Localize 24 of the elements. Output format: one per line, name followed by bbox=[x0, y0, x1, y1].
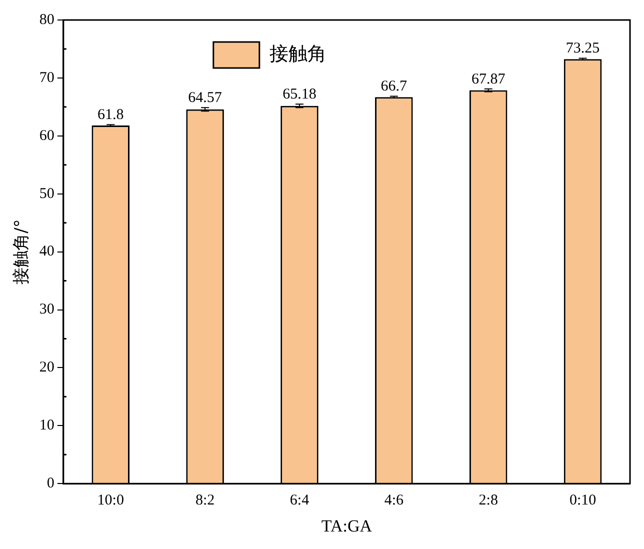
y-tick-label: 20 bbox=[39, 360, 54, 376]
x-tick-label: 4:6 bbox=[384, 492, 404, 509]
y-tick-label: 40 bbox=[39, 244, 54, 260]
y-tick-label: 10 bbox=[39, 418, 54, 434]
y-tick-label: 50 bbox=[39, 186, 54, 202]
y-tick-label: 0 bbox=[46, 476, 54, 492]
y-tick-label: 70 bbox=[39, 70, 54, 86]
x-tick-label: 10:0 bbox=[97, 492, 124, 509]
data-label: 67.87 bbox=[471, 71, 506, 88]
y-axis-title: 接触角/° bbox=[12, 219, 32, 284]
x-tick-label: 0:10 bbox=[569, 492, 596, 509]
data-label: 66.7 bbox=[380, 78, 408, 95]
x-tick-label: 6:4 bbox=[290, 492, 310, 509]
data-label: 65.18 bbox=[282, 86, 316, 103]
y-tick-label: 60 bbox=[39, 128, 54, 144]
y-tick-label: 80 bbox=[39, 12, 54, 28]
data-label: 64.57 bbox=[188, 90, 222, 106]
legend-label: 接触角 bbox=[269, 42, 326, 65]
x-tick-label: 2:8 bbox=[478, 492, 498, 509]
y-tick-label: 30 bbox=[39, 302, 54, 318]
x-axis-title: TA:GA bbox=[321, 516, 373, 536]
data-label: 73.25 bbox=[566, 40, 600, 57]
x-tick-label: 8:2 bbox=[195, 492, 215, 509]
data-label: 61.8 bbox=[97, 107, 124, 124]
